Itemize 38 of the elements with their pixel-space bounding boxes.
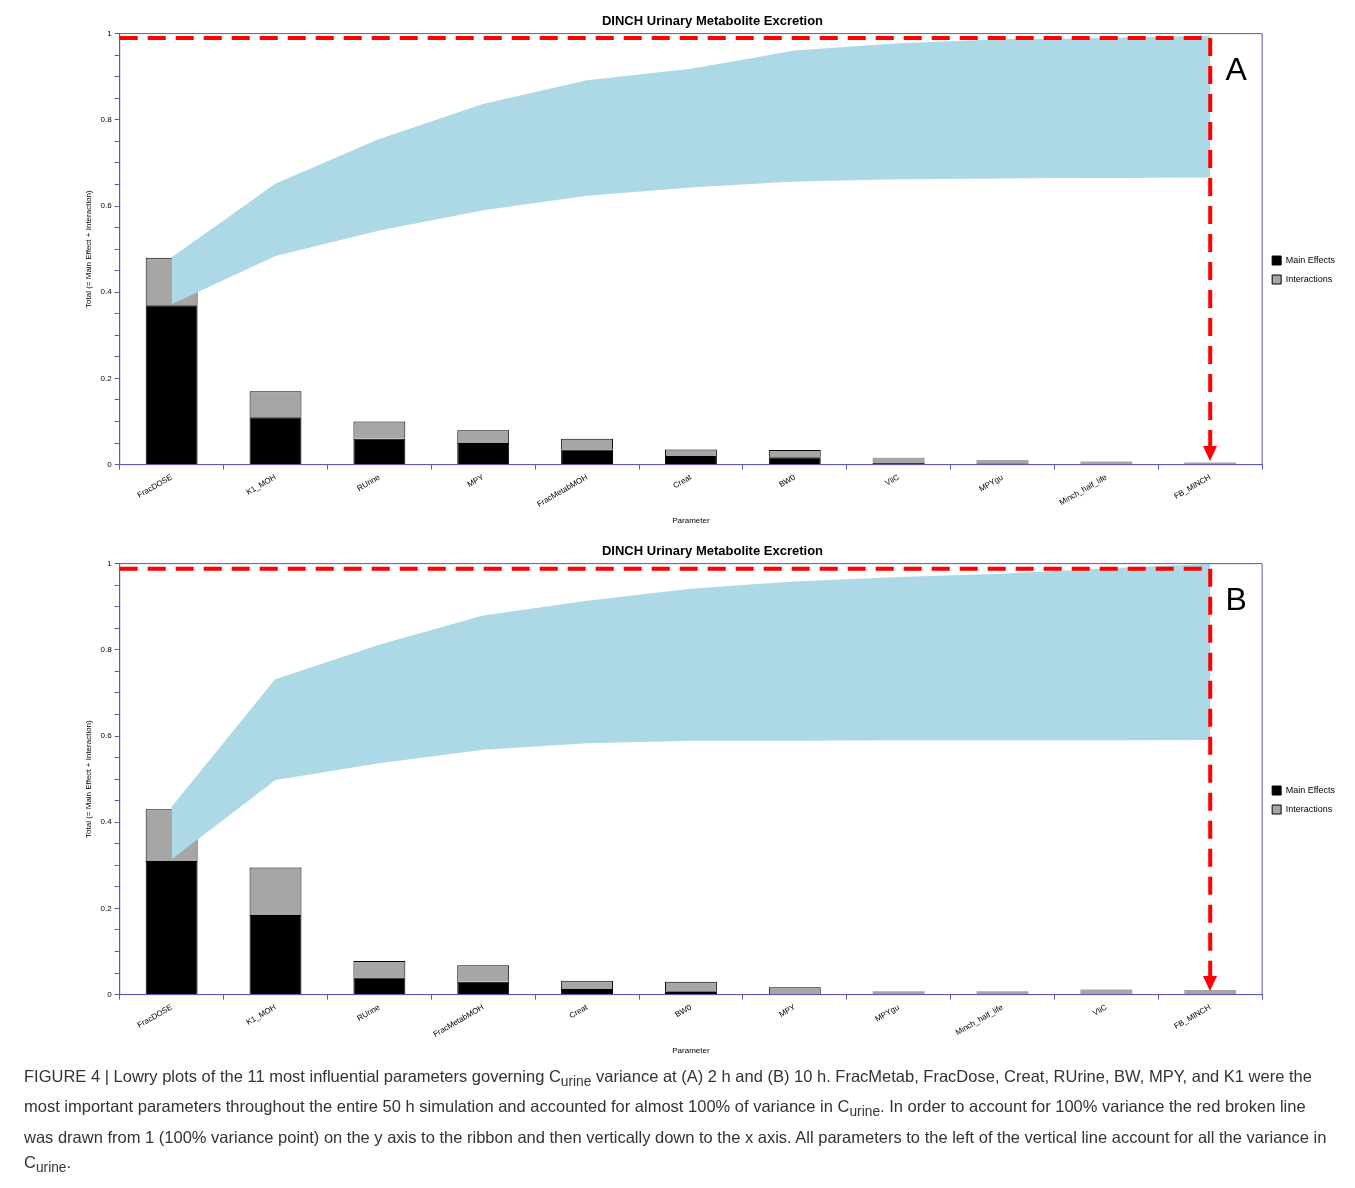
x-tick-label: VliC [1091, 1002, 1109, 1018]
x-tick-label: BW0 [777, 472, 798, 490]
x-tick-label: VliC [883, 472, 901, 488]
y-tick-label: 0.4 [100, 287, 113, 297]
x-tick-label: BW0 [673, 1002, 694, 1020]
legend-label: Interactions [1285, 803, 1333, 814]
text: FIGURE 4 | Lowry plots of the 11 most influential parameters governing C$_{urine}$ variance at (A) 2 h and (B) 10 h. FracMetab, FracDose, Creat, RUrine, BW, MPY, and K1 were the most important parameters throughout the entire 50 h simulation and accounted for almost 100% of variance in C$_{urine}$. In order to account for 100% variance the red broken line was drawn from 1 (100% variance point) on the y axis to the ribbon and then vertically down to the x axis. All parameters to the left of the vertical line account for all the variance in C$_{urine}$. [24, 1067, 1327, 1175]
y-tick-label: 0.8 [100, 645, 113, 655]
y-axis-title: Total (= Main Effect + Interaction) [84, 719, 93, 838]
chart-title: DINCH Urinary Metabolite Excretion [601, 13, 824, 29]
bar [976, 991, 1029, 995]
x-axis-title: Parameter [672, 1046, 710, 1056]
y-tick-label: 0.2 [100, 903, 113, 913]
y-tick-label: 0.4 [100, 817, 113, 827]
bar [1184, 989, 1237, 995]
legend-label: Main Effects [1285, 254, 1336, 265]
y-tick-label: 0 [107, 989, 113, 999]
bar [872, 991, 925, 995]
y-tick-label: 0.2 [100, 373, 113, 383]
x-tick-label: MPY [465, 472, 486, 490]
y-tick-label: 0.6 [100, 201, 113, 211]
y-tick-label: 0.6 [100, 731, 113, 741]
y-tick-label: 0.8 [100, 115, 113, 125]
x-tick-label: Creat [567, 1002, 590, 1021]
x-tick-label: MPY [777, 1002, 798, 1020]
bar [976, 459, 1029, 464]
y-tick-label: 1 [107, 28, 113, 38]
y-tick-label: 0 [107, 459, 113, 469]
legend-label: Interactions [1285, 273, 1333, 284]
y-tick-label: 1 [107, 558, 113, 568]
legend-label: Main Effects [1285, 784, 1336, 795]
annotation: B [1225, 581, 1247, 618]
x-axis-title: Parameter [672, 516, 710, 526]
x-tick-label: Creat [671, 472, 694, 491]
bar [1080, 989, 1133, 995]
chart-title: DINCH Urinary Metabolite Excretion [601, 543, 824, 559]
annotation: A [1225, 51, 1248, 88]
y-axis-title: Total (= Main Effect + Interaction) [84, 189, 93, 308]
